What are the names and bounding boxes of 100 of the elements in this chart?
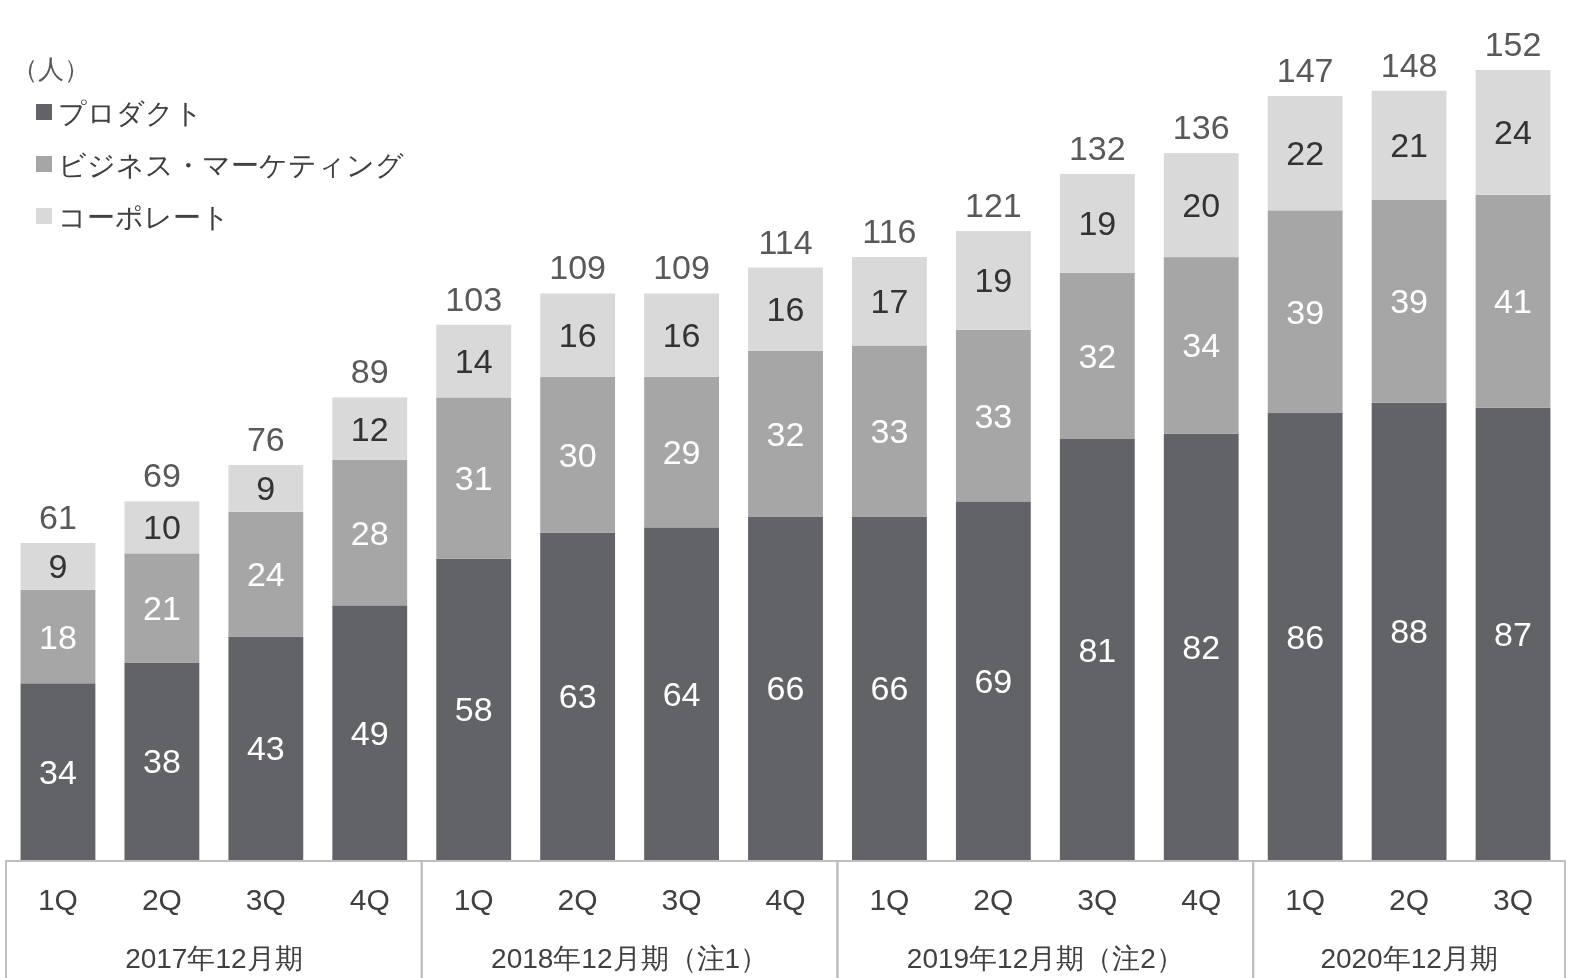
- total-label: 61: [39, 497, 77, 536]
- data-label: 16: [766, 290, 805, 329]
- x-tick-label: 2Q: [141, 883, 182, 916]
- x-tick-label: 1Q: [869, 883, 910, 916]
- total-label: 76: [246, 420, 285, 458]
- bar: [332, 605, 408, 860]
- x-tick-label: 1Q: [453, 883, 494, 916]
- data-label: 39: [1390, 282, 1429, 321]
- bar: [540, 376, 616, 533]
- bar: [436, 324, 512, 398]
- bar: [1059, 272, 1135, 440]
- data-label: 34: [39, 752, 77, 791]
- bar: [1371, 90, 1447, 200]
- legend-label: コーポレート: [58, 202, 230, 233]
- bar: [1475, 194, 1551, 408]
- bar: [644, 527, 719, 860]
- bar: [228, 636, 304, 860]
- bar: [124, 662, 200, 860]
- bar: [748, 350, 823, 517]
- bar: [955, 501, 1031, 860]
- data-label: 33: [870, 412, 909, 451]
- data-label: 16: [558, 316, 597, 355]
- x-tick-label: 2Q: [973, 883, 1014, 916]
- bar: [540, 532, 616, 860]
- bar: [1475, 70, 1551, 195]
- total-label: 121: [965, 186, 1022, 225]
- data-label: 38: [142, 742, 181, 781]
- data-label: 18: [39, 617, 77, 656]
- total-label: 114: [758, 222, 813, 261]
- bar: [748, 267, 823, 351]
- data-label: 14: [454, 342, 493, 381]
- data-label: 41: [1494, 282, 1532, 321]
- bar: [1371, 402, 1447, 860]
- bar: [1163, 433, 1239, 860]
- x-tick-label: 4Q: [349, 883, 390, 916]
- bar: [1267, 413, 1343, 860]
- legend-label: プロダクト: [58, 98, 203, 129]
- bar: [1059, 439, 1135, 860]
- bar: [1267, 95, 1343, 211]
- bar: [852, 345, 927, 517]
- bar: [955, 231, 1031, 330]
- data-label: 86: [1286, 617, 1325, 656]
- total-label: 89: [350, 352, 389, 391]
- data-label: 33: [974, 396, 1013, 435]
- bar: [852, 257, 927, 346]
- total-label: 109: [549, 248, 606, 287]
- bar: [124, 553, 200, 663]
- data-label: 28: [350, 513, 389, 552]
- bar: [436, 558, 512, 860]
- total-label: 109: [653, 248, 710, 287]
- bar: [20, 589, 96, 684]
- x-tick-label: 1Q: [1285, 883, 1326, 916]
- bar: [644, 376, 719, 528]
- total-label: 69: [142, 456, 181, 495]
- text: 2020年12月期: [1320, 943, 1498, 974]
- bar: [852, 516, 927, 860]
- data-label: 24: [246, 555, 285, 594]
- data-label: 10: [142, 508, 181, 547]
- data-label: 19: [974, 261, 1013, 300]
- bar: [1059, 173, 1135, 273]
- x-tick-label: 1Q: [37, 883, 78, 916]
- y-axis-title: （人）: [12, 54, 90, 84]
- data-label: 29: [662, 433, 701, 472]
- total-label: 152: [1484, 25, 1542, 63]
- x-tick-label: 2Q: [1389, 883, 1430, 916]
- total-label: 147: [1276, 50, 1334, 89]
- data-label: 88: [1390, 612, 1429, 651]
- text: 2018年12月期（注1）: [491, 943, 769, 974]
- x-tick-label: 4Q: [1181, 883, 1222, 916]
- bar: [20, 542, 96, 590]
- bar: [20, 683, 96, 860]
- data-label: 64: [662, 674, 701, 713]
- total-label: 148: [1380, 45, 1438, 84]
- data-label: 17: [870, 282, 909, 321]
- x-tick-label: 3Q: [245, 883, 286, 916]
- data-label: 63: [558, 677, 597, 716]
- data-label: 66: [766, 669, 805, 708]
- total-label: 132: [1068, 128, 1126, 167]
- data-label: 87: [1494, 614, 1532, 653]
- bar: [228, 465, 304, 512]
- data-label: 22: [1286, 134, 1325, 173]
- data-label: 19: [1078, 204, 1117, 243]
- text: 2017年12月期: [125, 943, 303, 974]
- bar: [1371, 199, 1447, 403]
- data-label: 58: [454, 690, 493, 729]
- bar: [955, 329, 1031, 502]
- legend-label: ビジネス・マーケティング: [58, 150, 404, 181]
- bar: [332, 459, 408, 606]
- data-label: 66: [870, 669, 909, 708]
- data-label: 39: [1286, 292, 1325, 331]
- data-label: 81: [1078, 630, 1117, 669]
- total-label: 136: [1172, 108, 1230, 147]
- bar: [1267, 210, 1343, 414]
- data-label: 82: [1182, 627, 1221, 666]
- data-label: 21: [142, 588, 181, 627]
- total-label: 116: [862, 212, 917, 251]
- data-label: 34: [1182, 326, 1221, 365]
- data-label: 9: [256, 469, 276, 508]
- data-label: 30: [558, 435, 597, 474]
- data-label: 24: [1494, 113, 1532, 152]
